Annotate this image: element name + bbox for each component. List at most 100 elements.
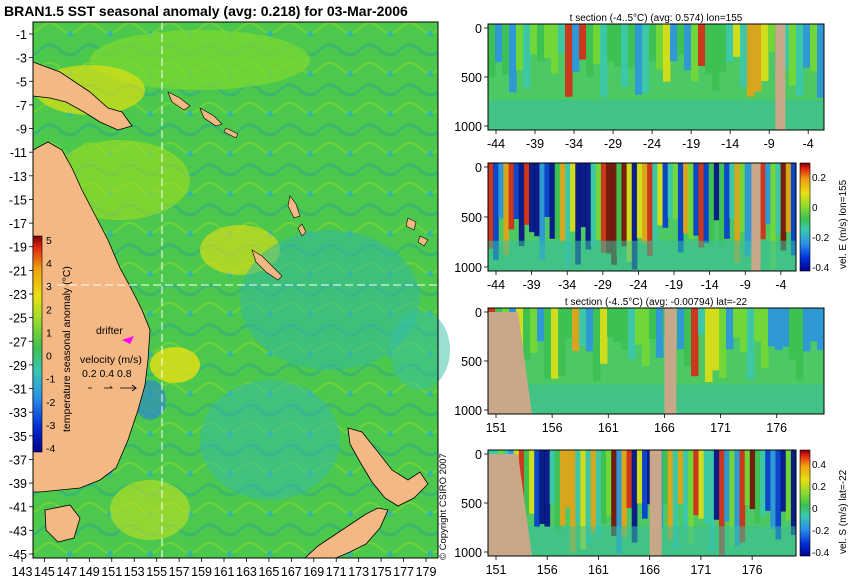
section-stripe <box>559 450 566 526</box>
section-stripe <box>712 308 720 371</box>
lat-tick-label: -45 <box>9 548 27 562</box>
section-stripe <box>803 308 811 352</box>
section-colorbar-label: vel. E (m/s) lon=155 <box>838 179 849 269</box>
section-colorbar-tick: 0.2 <box>812 173 826 184</box>
section-panel-1[interactable]: t section (-4..5°C) (avg: 0.574) lon=155… <box>454 13 825 151</box>
section-panel-2[interactable]: 0 500 1000 -44 -39 -34 -29 -24 -19 -14 -9 -4 0.2 0 -0.… <box>454 161 849 292</box>
land-new-guinea <box>32 61 133 131</box>
section-stripe <box>607 24 615 62</box>
land-tasmania <box>44 504 81 543</box>
lon-tick-label: 153 <box>124 565 145 579</box>
section-stripe <box>739 450 746 543</box>
section-stripe <box>551 308 559 379</box>
section-y-tick-label: 500 <box>461 71 482 85</box>
section-stripe <box>754 308 762 342</box>
section-stripe <box>796 24 804 97</box>
velocity-legend-title: velocity (m/s) <box>80 354 142 366</box>
section-stripe <box>558 24 566 53</box>
section-stripe <box>616 163 622 255</box>
lon-tick-label: 149 <box>79 565 100 579</box>
section-stripe <box>656 24 664 70</box>
deep-layer <box>488 240 796 271</box>
land-australia <box>32 141 151 493</box>
sst-anomaly-map[interactable] <box>32 21 450 559</box>
section-stripe <box>726 24 734 62</box>
section-stripe <box>580 450 587 549</box>
lon-tick-label: 163 <box>236 565 257 579</box>
section-stripe <box>785 450 792 521</box>
lon-tick-label: 147 <box>56 565 77 579</box>
section-y-tick-label: 500 <box>461 355 482 369</box>
section-stripe <box>765 163 771 225</box>
section-stripe <box>789 24 797 86</box>
anomaly-patch <box>90 30 310 90</box>
section-x-tick-label: 171 <box>690 563 711 577</box>
section-stripe <box>523 163 530 225</box>
section-stripe <box>713 450 720 520</box>
section-panel-4[interactable]: 0 500 1000 151 156 161 166 171 176 0.4 0.2 0 -0.2 -0.… <box>454 448 849 577</box>
section-stripe <box>621 163 628 247</box>
section-x-tick-label: -14 <box>721 137 739 151</box>
section-stripe <box>761 308 769 369</box>
section-stripe <box>595 163 602 240</box>
section-stripe <box>817 24 825 98</box>
section-stripe <box>572 308 580 351</box>
section-land-shelf <box>488 312 532 414</box>
section-stripe <box>796 308 804 380</box>
section-stripe <box>780 450 787 512</box>
section-stripe <box>691 308 699 377</box>
lat-tick-label: -1 <box>16 28 27 42</box>
section-stripe <box>810 308 818 342</box>
section-stripe <box>768 308 776 347</box>
section-y-tick-label: 1000 <box>454 120 482 134</box>
section-stripe <box>530 24 538 55</box>
section-stripe <box>593 308 601 382</box>
section-stripe <box>803 24 811 68</box>
lon-tick-label: 143 <box>12 565 33 579</box>
section-stripe <box>611 450 617 536</box>
anomaly-patch <box>390 310 450 390</box>
section-stripe <box>558 308 566 376</box>
section-stripe <box>749 450 756 510</box>
section-stripe <box>734 163 741 263</box>
section-stripe <box>544 450 551 527</box>
section-stripe <box>606 163 612 254</box>
lat-tick-label: -41 <box>9 501 27 515</box>
anomaly-patch <box>200 380 340 500</box>
section-stripe <box>747 308 755 380</box>
section-stripe <box>739 163 746 233</box>
section-y-tick-label: 1000 <box>454 546 482 560</box>
section-stripe <box>488 24 496 78</box>
map-colorbar-tick: -2 <box>46 397 55 409</box>
section-colorbar-tick: -0.2 <box>812 233 830 244</box>
section-x-tick-label: 156 <box>542 421 563 435</box>
section-x-tick-label: -24 <box>629 278 647 292</box>
section-x-tick-label: 166 <box>654 421 675 435</box>
section-stripe <box>565 24 573 97</box>
lat-tick-label: -33 <box>9 406 27 420</box>
lat-tick-label: -21 <box>9 264 27 278</box>
main-map-title: BRAN1.5 SST seasonal anomaly (avg: 0.218… <box>4 3 408 19</box>
section-stripe <box>579 24 587 60</box>
section-stripe <box>631 163 638 270</box>
section-colorbar-tick: 0 <box>812 504 818 515</box>
section-land <box>775 24 786 130</box>
section-stripe <box>677 450 684 504</box>
section-stripe <box>626 163 633 262</box>
section-stripe <box>672 163 679 219</box>
section-stripe <box>775 450 782 540</box>
section-colorbar-tick: -0.2 <box>812 526 830 537</box>
section-y-tick-label: 0 <box>475 306 482 320</box>
section-stripe <box>656 308 664 358</box>
section-x-tick-label: 166 <box>639 563 660 577</box>
section-stripe <box>537 24 545 62</box>
lon-tick-label: 179 <box>416 565 437 579</box>
section-x-tick-label: 176 <box>766 421 787 435</box>
lat-tick-label: -39 <box>9 477 27 491</box>
copyright-text: © Copyright CSIRO 2007 <box>438 453 449 560</box>
drifter-marker[interactable] <box>122 336 134 344</box>
section-panel-3[interactable]: t section (-4..5°C) (avg: -0.00794) lat=… <box>454 297 825 435</box>
section-stripe <box>518 163 525 247</box>
section-x-tick-label: -19 <box>682 137 700 151</box>
